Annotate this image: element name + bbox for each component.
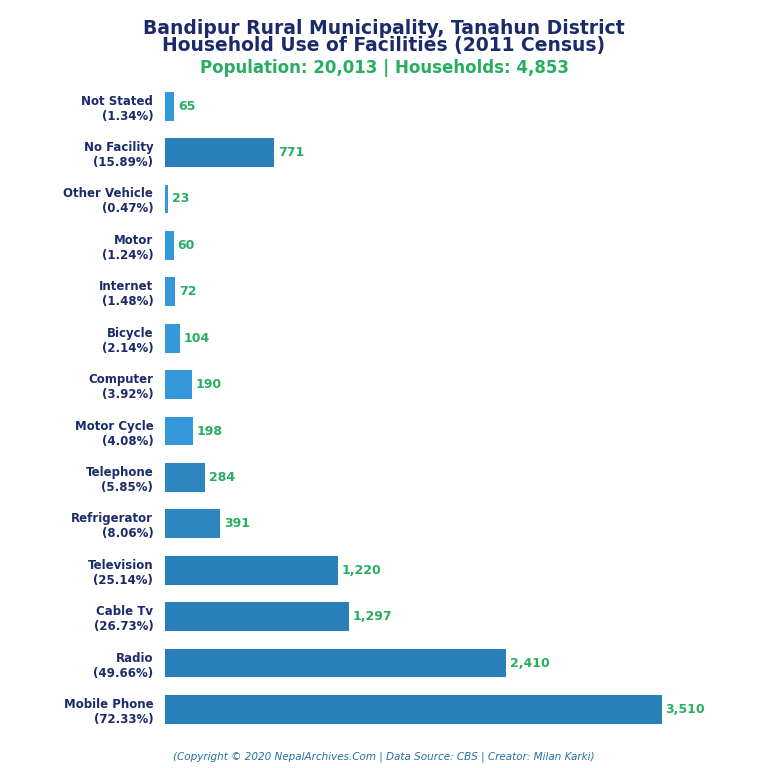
- Bar: [165, 92, 174, 121]
- Text: 104: 104: [184, 332, 210, 345]
- Text: 1,297: 1,297: [353, 610, 392, 623]
- Text: 3,510: 3,510: [665, 703, 705, 716]
- Bar: [165, 370, 192, 399]
- Text: 72: 72: [179, 285, 197, 298]
- Text: 1,220: 1,220: [341, 564, 381, 577]
- Bar: [165, 649, 506, 677]
- Text: Household Use of Facilities (2011 Census): Household Use of Facilities (2011 Census…: [163, 36, 605, 55]
- Bar: [165, 231, 174, 260]
- Bar: [165, 509, 220, 538]
- Text: 771: 771: [278, 146, 304, 159]
- Bar: [165, 463, 205, 492]
- Text: 391: 391: [224, 518, 250, 531]
- Bar: [165, 556, 338, 584]
- Text: 2,410: 2,410: [510, 657, 549, 670]
- Bar: [165, 695, 662, 723]
- Text: 198: 198: [197, 425, 223, 438]
- Text: 23: 23: [172, 193, 189, 206]
- Text: (Copyright © 2020 NepalArchives.Com | Data Source: CBS | Creator: Milan Karki): (Copyright © 2020 NepalArchives.Com | Da…: [174, 751, 594, 762]
- Text: 284: 284: [209, 471, 235, 484]
- Text: 190: 190: [196, 378, 222, 391]
- Text: Bandipur Rural Municipality, Tanahun District: Bandipur Rural Municipality, Tanahun Dis…: [143, 19, 625, 38]
- Bar: [165, 324, 180, 353]
- Bar: [165, 184, 168, 214]
- Text: 65: 65: [178, 100, 195, 113]
- Text: 60: 60: [177, 239, 194, 252]
- Bar: [165, 602, 349, 631]
- Text: Population: 20,013 | Households: 4,853: Population: 20,013 | Households: 4,853: [200, 59, 568, 77]
- Bar: [165, 138, 274, 167]
- Bar: [165, 416, 193, 445]
- Bar: [165, 277, 175, 306]
